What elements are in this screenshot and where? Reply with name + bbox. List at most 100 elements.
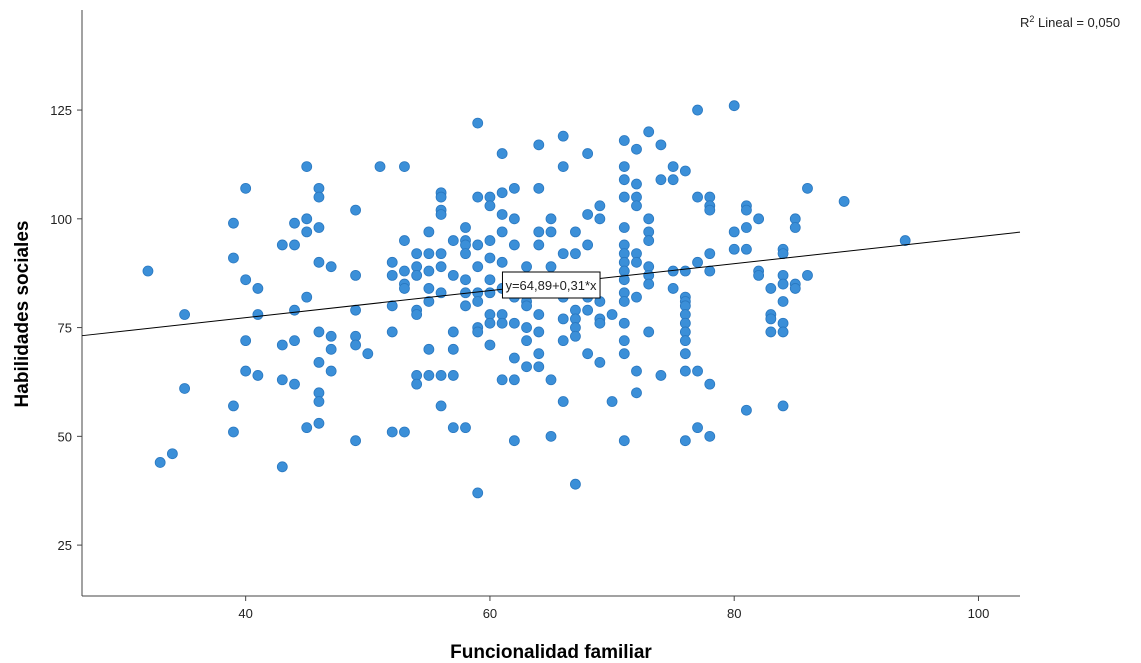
point <box>545 213 557 225</box>
point <box>179 309 190 320</box>
point <box>276 461 288 473</box>
point <box>533 348 545 360</box>
point <box>704 430 716 442</box>
y-tick-label: 100 <box>50 212 72 227</box>
y-tick-label: 125 <box>50 103 72 118</box>
point <box>411 248 423 260</box>
point <box>313 222 325 233</box>
point <box>313 417 325 429</box>
point <box>545 430 557 442</box>
point <box>643 278 655 290</box>
point <box>631 387 642 399</box>
point <box>496 256 508 268</box>
r2-annotation: R2 Lineal = 0,050 <box>1020 14 1120 30</box>
point <box>765 283 777 294</box>
point <box>423 226 435 238</box>
point <box>789 222 801 233</box>
point <box>423 248 435 260</box>
point <box>582 348 594 360</box>
point <box>655 139 667 151</box>
point <box>655 174 667 186</box>
point <box>423 265 435 277</box>
point <box>472 261 484 273</box>
point <box>301 226 313 238</box>
point <box>631 143 642 155</box>
point <box>447 326 459 338</box>
point <box>533 326 545 338</box>
point <box>289 304 300 316</box>
point <box>240 335 252 347</box>
point <box>777 326 789 338</box>
point <box>692 365 703 377</box>
point <box>533 182 545 194</box>
point <box>301 213 313 225</box>
x-tick-label: 60 <box>483 606 497 621</box>
point <box>777 248 789 260</box>
point <box>460 222 471 233</box>
point <box>423 296 435 307</box>
fit-label: y=64,89+0,31*x <box>505 278 597 293</box>
point <box>386 256 398 268</box>
point <box>411 309 423 320</box>
point <box>667 283 679 294</box>
point <box>325 365 337 377</box>
point <box>386 300 398 312</box>
point <box>570 330 581 342</box>
x-tick-label: 100 <box>968 606 990 621</box>
point <box>423 283 435 294</box>
point <box>582 239 594 251</box>
point <box>374 161 386 173</box>
point <box>386 269 398 281</box>
point <box>240 365 252 377</box>
point <box>618 274 630 286</box>
point <box>472 191 484 203</box>
point <box>411 269 423 281</box>
point <box>533 139 545 151</box>
point <box>435 261 447 273</box>
point <box>728 100 740 112</box>
point <box>399 235 410 246</box>
point <box>533 361 545 373</box>
point <box>643 326 655 338</box>
point <box>228 400 239 412</box>
point <box>838 196 850 207</box>
point <box>728 226 740 238</box>
point <box>618 161 630 173</box>
point <box>350 304 361 316</box>
point <box>484 317 496 329</box>
point <box>618 174 630 186</box>
point <box>606 396 618 407</box>
point <box>166 448 178 460</box>
point <box>704 378 716 390</box>
point <box>460 274 471 286</box>
point <box>618 317 630 329</box>
point <box>631 291 642 303</box>
point <box>643 213 655 225</box>
point <box>557 248 569 260</box>
point <box>594 317 606 329</box>
point <box>313 356 325 368</box>
point <box>765 326 777 338</box>
point <box>582 148 594 159</box>
point <box>521 361 532 373</box>
point <box>508 352 520 364</box>
point <box>313 396 325 407</box>
r2-sup: 2 <box>1029 14 1034 24</box>
point <box>301 291 313 303</box>
point <box>545 374 557 386</box>
point <box>350 204 361 216</box>
point <box>741 222 752 233</box>
point <box>679 335 691 347</box>
point <box>496 209 508 220</box>
point <box>753 269 765 281</box>
point <box>325 330 337 342</box>
point <box>692 104 703 116</box>
point <box>679 165 691 177</box>
point <box>679 435 691 447</box>
point <box>399 265 410 277</box>
point <box>679 365 691 377</box>
point <box>301 161 313 173</box>
point <box>276 339 288 351</box>
point <box>399 426 410 438</box>
